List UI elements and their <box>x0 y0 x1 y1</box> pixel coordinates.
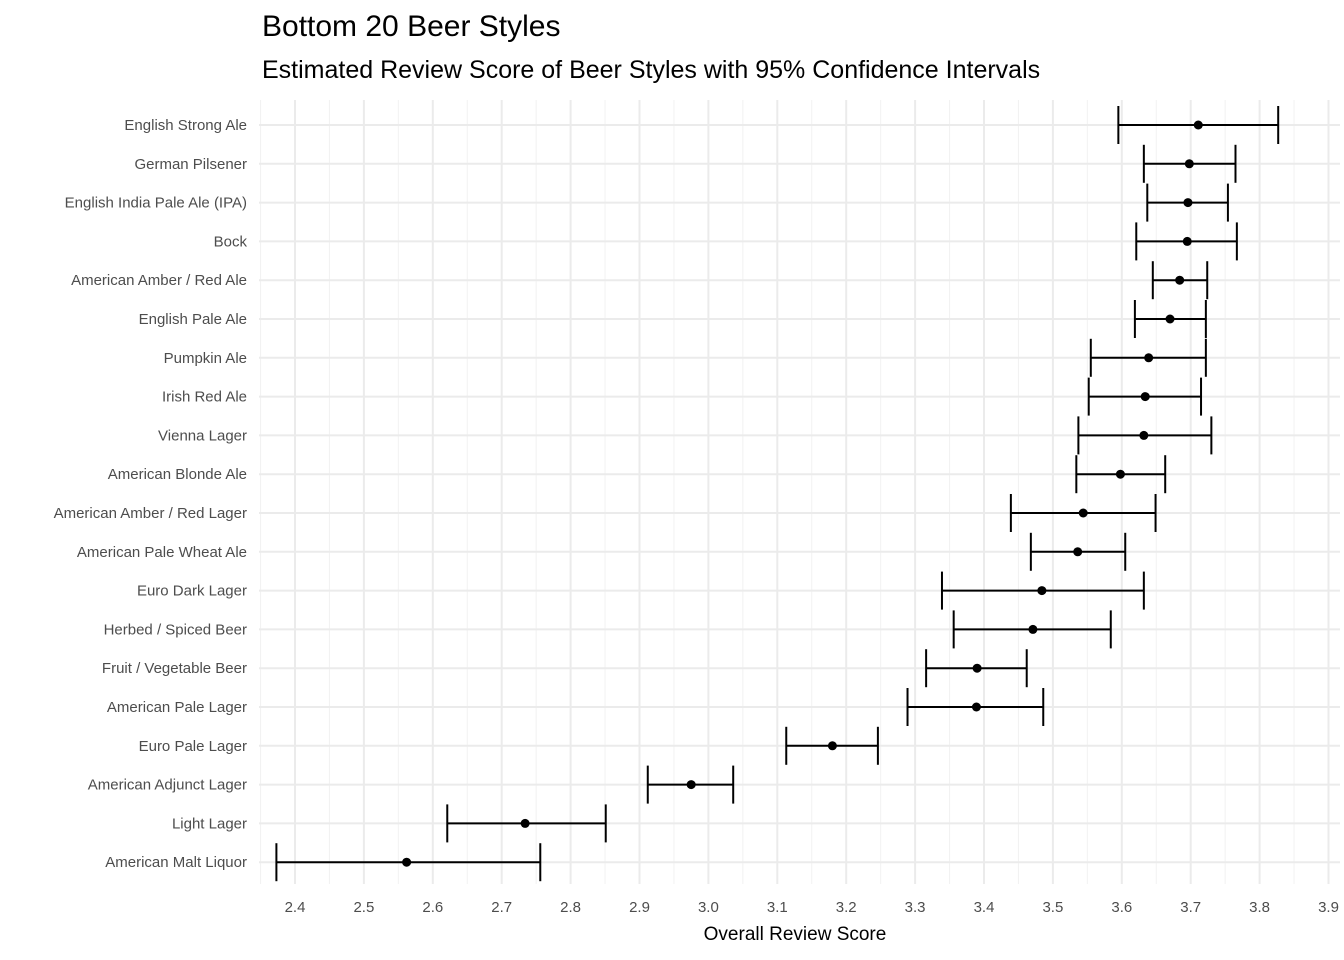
x-tick-label: 2.4 <box>285 899 306 916</box>
estimate-point <box>1182 236 1192 246</box>
y-tick-label: American Amber / Red Ale <box>71 272 247 289</box>
estimate-point <box>1165 314 1175 324</box>
y-tick-label: Herbed / Spiced Beer <box>104 621 247 638</box>
x-tick-label: 2.7 <box>491 899 512 916</box>
y-tick-label: American Adjunct Lager <box>88 777 247 794</box>
chart-title: Bottom 20 Beer Styles <box>262 10 561 43</box>
error-bar-group <box>925 649 1028 688</box>
estimate-point <box>1073 547 1083 557</box>
error-bar-group <box>1077 416 1213 455</box>
y-tick-label: English India Pale Ale (IPA) <box>65 195 247 212</box>
y-tick-label: Fruit / Vegetable Beer <box>102 660 247 677</box>
y-tick-label: Vienna Lager <box>158 427 247 444</box>
y-tick-label: Euro Dark Lager <box>137 583 247 600</box>
error-bar-layer <box>275 106 1280 882</box>
x-tick-label: 3.8 <box>1249 899 1270 916</box>
y-axis-labels: English Strong Ale German Pilsener English… <box>54 117 248 871</box>
y-tick-label: American Blonde Ale <box>108 466 247 483</box>
estimate-point <box>1144 353 1154 363</box>
estimate-point <box>520 818 530 828</box>
error-bar-group <box>1135 222 1238 261</box>
estimate-point <box>1078 508 1088 518</box>
estimate-point <box>972 663 982 673</box>
y-tick-label: American Pale Wheat Ale <box>77 544 247 561</box>
x-tick-label: 3.4 <box>974 899 995 916</box>
y-tick-label: Bock <box>214 233 248 250</box>
x-axis-title: Overall Review Score <box>704 924 887 945</box>
estimate-point <box>1139 430 1149 440</box>
estimate-point <box>1183 198 1193 208</box>
x-tick-label: 3.0 <box>698 899 719 916</box>
error-bar-group <box>1133 300 1207 338</box>
y-tick-label: English Strong Ale <box>124 117 247 134</box>
x-tick-label: 3.7 <box>1180 899 1201 916</box>
error-bar-group <box>446 804 607 843</box>
y-tick-label: American Malt Liquor <box>105 854 247 871</box>
error-bar-group <box>1009 494 1157 532</box>
estimate-point <box>686 780 696 790</box>
y-tick-label: English Pale Ale <box>139 311 247 328</box>
estimate-point <box>1037 586 1047 596</box>
x-tick-label: 3.6 <box>1111 899 1132 916</box>
y-tick-label: American Amber / Red Lager <box>54 505 247 522</box>
estimate-point <box>971 702 981 712</box>
error-bar-group <box>1087 377 1203 416</box>
x-tick-label: 3.5 <box>1042 899 1063 916</box>
error-bar-group <box>1075 455 1167 494</box>
error-bar-group <box>1089 338 1207 377</box>
x-tick-label: 3.1 <box>767 899 788 916</box>
x-tick-label: 2.5 <box>353 899 374 916</box>
error-bar-group <box>1142 144 1237 183</box>
x-tick-label: 2.9 <box>629 899 650 916</box>
estimate-point <box>1184 159 1194 169</box>
y-tick-label: German Pilsener <box>134 156 247 173</box>
y-tick-label: Light Lager <box>172 815 247 832</box>
y-tick-label: American Pale Lager <box>107 699 247 716</box>
estimate-point <box>1193 120 1203 130</box>
estimate-point <box>1028 624 1038 634</box>
estimate-point <box>1140 392 1150 402</box>
estimate-point <box>1115 469 1125 479</box>
error-bar-group <box>646 765 735 804</box>
estimate-point <box>1175 275 1185 285</box>
x-tick-label: 3.3 <box>905 899 926 916</box>
error-bar-group <box>1029 532 1127 571</box>
x-tick-label: 2.8 <box>560 899 581 916</box>
error-bar-group <box>906 688 1045 726</box>
estimate-point <box>827 741 837 751</box>
error-bar-group <box>275 843 542 882</box>
y-tick-label: Irish Red Ale <box>162 389 247 406</box>
x-tick-label: 3.9 <box>1318 899 1339 916</box>
y-tick-label: Pumpkin Ale <box>164 350 247 367</box>
chart-subtitle: Estimated Review Score of Beer Styles wi… <box>262 56 1041 84</box>
error-bar-group <box>1117 106 1280 144</box>
error-bar-group <box>1146 183 1229 222</box>
grid-layer <box>259 100 1340 884</box>
error-bar-group <box>1151 261 1209 300</box>
x-axis-labels: 2.4 2.5 2.6 2.7 2.8 2.9 3.0 3.1 3.2 3.3 3.4 3.5 3.6 3… <box>285 899 1339 916</box>
error-bar-group <box>952 610 1112 649</box>
error-bar-group <box>785 726 879 765</box>
x-tick-label: 3.2 <box>836 899 857 916</box>
y-tick-label: Euro Pale Lager <box>139 738 247 755</box>
estimate-point <box>402 857 412 867</box>
error-bar-group <box>940 571 1145 610</box>
x-tick-label: 2.6 <box>422 899 443 916</box>
